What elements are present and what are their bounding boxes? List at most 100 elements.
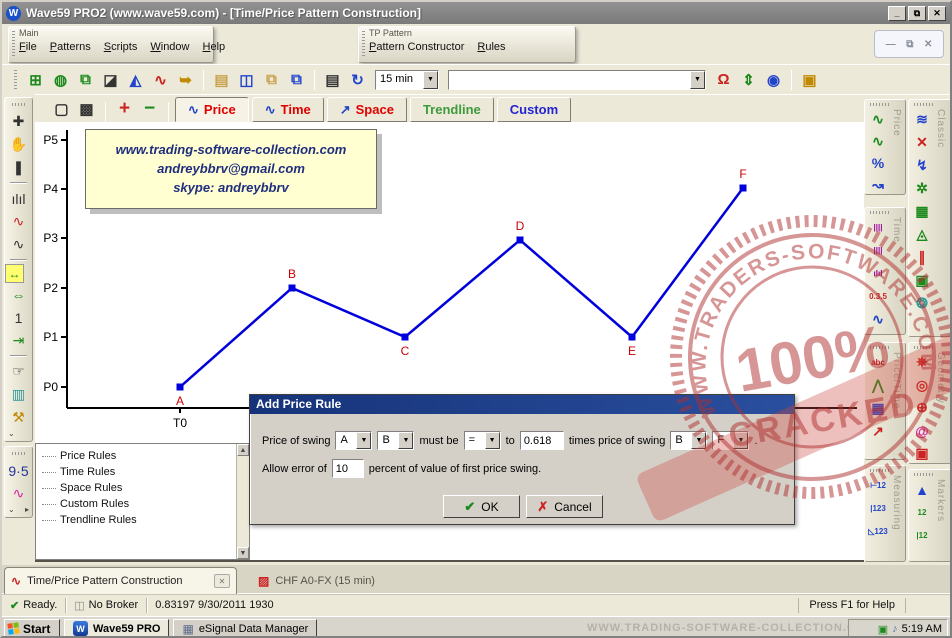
- bars-icon[interactable]: ılıl: [11, 190, 26, 207]
- spread-bars-icon[interactable]: ⇔: [11, 286, 26, 303]
- close-tab-icon[interactable]: ✕: [214, 574, 230, 588]
- menu-item[interactable]: Rules: [477, 41, 506, 53]
- tab-price[interactable]: ∿ Price: [175, 97, 249, 122]
- parallel-lines-icon[interactable]: ∥: [918, 249, 926, 265]
- hruler-icon[interactable]: ⊢12: [870, 481, 886, 490]
- count-95-icon[interactable]: 9·5: [8, 462, 29, 479]
- dialog-title[interactable]: Add Price Rule: [250, 395, 794, 414]
- new-pattern-icon[interactable]: ▢: [54, 100, 69, 118]
- swing-ratio-icon[interactable]: ∿: [872, 110, 884, 127]
- ellipse-icon[interactable]: ⊕: [916, 399, 928, 416]
- spiral-icon[interactable]: @: [915, 422, 929, 439]
- ratio-input[interactable]: [519, 431, 564, 450]
- tree-item[interactable]: Time Rules: [42, 464, 249, 480]
- chevron-down-icon[interactable]: ▼: [398, 432, 414, 449]
- tree-item[interactable]: Price Rules: [42, 448, 249, 464]
- new-quotepage-icon[interactable]: ◪: [103, 71, 118, 89]
- tree-item[interactable]: Trendline Rules: [42, 512, 249, 528]
- menu-item[interactable]: Scripts: [103, 41, 138, 53]
- time-cycles-icon[interactable]: ||||: [873, 246, 883, 255]
- compress-bars-icon[interactable]: ⇥: [12, 332, 25, 348]
- trend-arrow-icon[interactable]: ↗: [872, 423, 884, 439]
- angles-icon[interactable]: ≋: [916, 111, 928, 127]
- swing-points-icon[interactable]: ∿: [12, 213, 25, 229]
- circles-icon[interactable]: ◎: [915, 376, 929, 393]
- symbol-select[interactable]: ▼: [448, 69, 706, 90]
- swing-tool-icon[interactable]: ∿: [154, 71, 167, 89]
- time-zigzag-icon[interactable]: ∿: [872, 311, 884, 327]
- zigzag-icon[interactable]: ∿: [12, 236, 25, 252]
- time-counts-icon[interactable]: 0.3.5: [869, 292, 887, 301]
- menu-item[interactable]: Window: [150, 41, 190, 53]
- operator-select[interactable]: = ▼: [463, 431, 501, 450]
- bar-marker-icon[interactable]: |12: [916, 531, 928, 540]
- crosshair-icon[interactable]: ✚: [12, 113, 25, 129]
- chevron-down-icon[interactable]: ▼: [690, 70, 705, 89]
- tab-space[interactable]: ↗ Space: [326, 97, 407, 122]
- scroll-more-icon[interactable]: ⌄: [8, 505, 15, 514]
- text-label-icon[interactable]: abc: [871, 358, 885, 367]
- scroll-next-icon[interactable]: ▸: [24, 505, 29, 514]
- arrow-swing-icon[interactable]: ↯: [916, 157, 928, 173]
- pattern-matrix-icon[interactable]: ▩: [79, 100, 94, 118]
- square-spiral-icon[interactable]: ▣: [915, 272, 929, 288]
- chevron-down-icon[interactable]: ▼: [356, 432, 372, 449]
- expand-bar-icon[interactable]: ↔: [5, 264, 24, 283]
- globe-search-icon[interactable]: ❂: [916, 295, 928, 311]
- menu-item[interactable]: Help: [202, 41, 226, 53]
- tab-custom[interactable]: Custom: [496, 97, 572, 122]
- menu-item[interactable]: Patterns: [49, 41, 91, 53]
- time-lines-icon[interactable]: ||||: [873, 223, 883, 232]
- chevron-down-icon[interactable]: ▼: [691, 432, 707, 449]
- tree-item[interactable]: Custom Rules: [42, 496, 249, 512]
- fan-icon[interactable]: ✲: [916, 180, 928, 196]
- workspace-icon[interactable]: ▣: [802, 71, 817, 89]
- save-icon[interactable]: ◫: [239, 71, 254, 89]
- pan-hand-icon[interactable]: ✋: [9, 136, 28, 152]
- square-circle-icon[interactable]: ▣: [915, 445, 929, 462]
- bar-count-icon[interactable]: 1: [14, 309, 23, 326]
- time-bars-icon[interactable]: ılıl: [873, 269, 883, 278]
- add-point-icon[interactable]: +: [118, 98, 131, 119]
- eye-icon[interactable]: ◉: [766, 71, 781, 89]
- magnet-icon[interactable]: Ω: [717, 71, 730, 88]
- volume-tray-icon[interactable]: ♪: [892, 623, 898, 635]
- chevron-down-icon[interactable]: ▼: [484, 432, 500, 449]
- peak-marker-icon[interactable]: ⋀: [872, 377, 884, 393]
- delete-icon[interactable]: ▥: [11, 386, 26, 402]
- alert-icon[interactable]: ➥: [179, 71, 192, 89]
- swing2-end-select[interactable]: F ▼: [712, 431, 750, 450]
- wave-tool-icon[interactable]: ∿: [12, 485, 25, 501]
- chevron-down-icon[interactable]: ▼: [733, 432, 749, 449]
- scroll-up-icon[interactable]: ▲: [237, 444, 249, 456]
- copy-chart-icon[interactable]: ⧉: [266, 71, 277, 88]
- save-page-icon[interactable]: ⧉: [291, 71, 302, 88]
- grip-handle[interactable]: [12, 103, 25, 106]
- network-tray-icon[interactable]: ▣: [877, 623, 889, 636]
- ok-button[interactable]: ✔ OK: [443, 495, 520, 518]
- tab-chf-chart[interactable]: ▨ CHF A0-FX (15 min): [250, 569, 383, 593]
- scroll-down-icon[interactable]: ▼: [237, 547, 249, 559]
- spiral-triangle-icon[interactable]: ◬: [916, 226, 928, 242]
- open-icon[interactable]: ▤: [214, 71, 229, 89]
- grid-icon[interactable]: ▦: [871, 400, 885, 416]
- tab-trendline[interactable]: Trendline: [409, 97, 494, 122]
- scroll-more-icon[interactable]: ⌄: [8, 429, 15, 438]
- grip-handle[interactable]: [12, 452, 25, 455]
- vruler-icon[interactable]: |123: [870, 504, 886, 513]
- swing1-start-select[interactable]: A ▼: [335, 431, 373, 450]
- reload-icon[interactable]: ↻: [351, 71, 364, 89]
- remove-point-icon[interactable]: −: [143, 98, 156, 119]
- percent-icon[interactable]: %: [871, 155, 885, 171]
- new-geometry-icon[interactable]: ◍: [53, 71, 68, 89]
- tools-icon[interactable]: ⚒: [12, 409, 25, 425]
- print-icon[interactable]: ▤: [325, 71, 340, 89]
- menu-item[interactable]: File: [19, 41, 37, 53]
- swing-projection-icon[interactable]: ∿: [872, 132, 884, 149]
- tab-pattern-construction[interactable]: ∿ Time/Price Pattern Construction ✕: [4, 567, 237, 594]
- taskbar-item-wave59[interactable]: W Wave59 PRO: [64, 618, 170, 636]
- zigzag-blue-icon[interactable]: ↝: [872, 176, 884, 193]
- close-button[interactable]: ✕: [928, 5, 946, 21]
- error-percent-input[interactable]: [331, 459, 364, 478]
- start-button[interactable]: Start: [4, 618, 60, 636]
